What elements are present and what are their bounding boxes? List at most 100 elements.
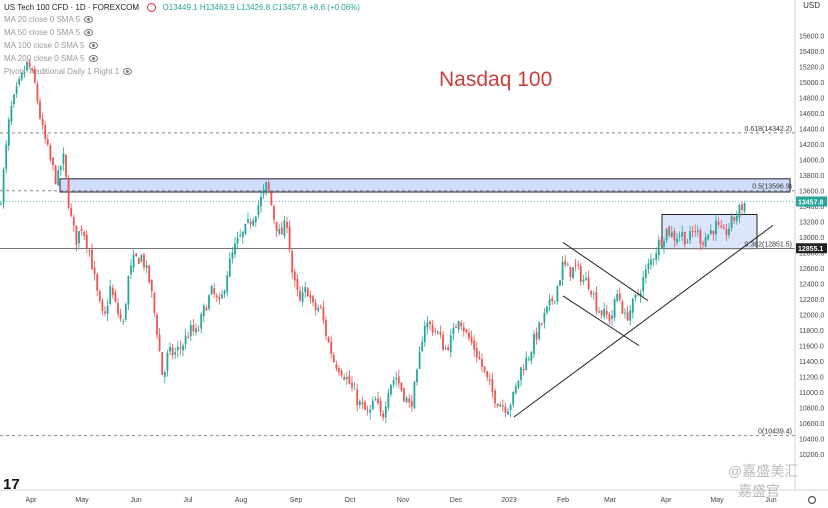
candle-body (332, 354, 335, 363)
candle-body (28, 61, 31, 67)
candle-body (512, 391, 515, 405)
candle-body (431, 324, 434, 333)
candle-body (351, 382, 353, 388)
indicator-label: MA 200 close 0 SMA 5 (4, 54, 85, 63)
indicator-pivots[interactable]: Pivots Traditional Daily 1 Right 1 (4, 67, 133, 76)
candle-body (54, 165, 57, 184)
consolidation-box (661, 214, 758, 250)
price-tick-label: 10600.0 (799, 421, 824, 428)
candle-body (582, 279, 585, 282)
indicator-ma-20[interactable]: MA 20 close 0 SMA 5 (4, 15, 94, 24)
visibility-eye-icon[interactable] (123, 68, 133, 76)
candle-body (390, 384, 392, 395)
fib-level-label: 0.5(13596.9) (752, 184, 792, 191)
tradingview-logo[interactable]: 17 (3, 476, 20, 493)
indicator-ma-100[interactable]: MA 100 close 0 SMA 5 (4, 41, 98, 50)
candle-body (678, 235, 681, 237)
symbol-header[interactable]: US Tech 100 CFD · 1D · FOREXCOM O13449.1… (4, 3, 360, 13)
time-tick-label: Aug (235, 497, 248, 504)
candle-body (694, 231, 697, 233)
candle-body (673, 231, 676, 241)
symbol-title[interactable]: US Tech 100 CFD · 1D · FOREXCOM (4, 3, 139, 12)
candle-body (265, 182, 268, 191)
candle-body (44, 124, 47, 139)
candle-body (161, 352, 164, 376)
candle-body (470, 336, 473, 343)
candle-body (330, 341, 333, 355)
candle-body (132, 255, 135, 268)
candle-body (668, 226, 671, 236)
candle-body (709, 230, 712, 234)
visibility-eye-icon[interactable] (84, 16, 94, 24)
candle-body (314, 302, 317, 311)
candle-body (293, 271, 296, 281)
candle-body (707, 234, 710, 240)
visibility-eye-icon[interactable] (84, 29, 94, 37)
candle-body (49, 145, 52, 160)
fib-level-label: 0.382(12851.5) (745, 242, 792, 249)
candle-body (150, 280, 153, 292)
candle-body (462, 327, 465, 332)
price-tick-label: 11400.0 (799, 359, 824, 366)
candle-body (184, 335, 187, 345)
candle-body (101, 300, 104, 311)
candle-body (488, 379, 491, 381)
candle-body (551, 297, 554, 302)
currency-label[interactable]: USD (803, 1, 820, 10)
candle-body (457, 321, 460, 330)
candle-body (52, 157, 54, 166)
candle-body (205, 307, 208, 311)
candle-body (296, 279, 299, 290)
trend-line (562, 242, 649, 302)
candle-body (717, 222, 720, 225)
candle-body (252, 220, 255, 226)
candle-body (561, 261, 564, 280)
candle-body (403, 388, 405, 401)
candle-body (449, 335, 452, 353)
settings-gear-icon (807, 495, 817, 505)
candle-body (15, 86, 18, 94)
indicator-ma-200[interactable]: MA 200 close 0 SMA 5 (4, 54, 98, 63)
candle-body (80, 229, 83, 231)
candle-body (410, 400, 413, 407)
price-tick-label: 11800.0 (799, 328, 824, 335)
candle-body (434, 330, 437, 332)
candle-body (691, 230, 694, 232)
candle-body (400, 382, 403, 390)
candle-body (600, 310, 603, 315)
candle-body (530, 352, 533, 361)
candle-body (85, 234, 88, 248)
indicator-ma-50[interactable]: MA 50 close 0 SMA 5 (4, 28, 94, 37)
candle-body (104, 311, 106, 314)
candle-body (210, 285, 213, 295)
candle-body (176, 347, 179, 351)
candle-body (291, 251, 294, 273)
candle-body (93, 267, 96, 274)
candle-body (657, 240, 660, 256)
candle-body (712, 230, 715, 235)
candle-body (525, 357, 528, 370)
market-status-icon (147, 3, 157, 13)
time-tick-label: Jun (130, 497, 141, 504)
price-tick-label: 14800.0 (799, 95, 824, 102)
price-tick-label: 15000.0 (799, 80, 824, 87)
candle-body (218, 296, 221, 300)
candle-body (234, 243, 236, 255)
candle-body (598, 311, 600, 313)
visibility-eye-icon[interactable] (88, 42, 98, 50)
candle-body (39, 101, 41, 119)
candle-body (478, 357, 481, 359)
candle-body (364, 402, 366, 410)
candle-body (730, 216, 733, 229)
candle-body (7, 119, 10, 146)
candle-body (384, 406, 387, 418)
time-tick-label: Sep (290, 497, 303, 504)
candle-body (137, 257, 140, 264)
visibility-eye-icon[interactable] (88, 55, 98, 63)
candle-body (634, 294, 637, 299)
candle-body (288, 226, 291, 251)
candle-body (686, 242, 689, 244)
candle-body (491, 379, 494, 392)
candle-body (135, 253, 138, 257)
